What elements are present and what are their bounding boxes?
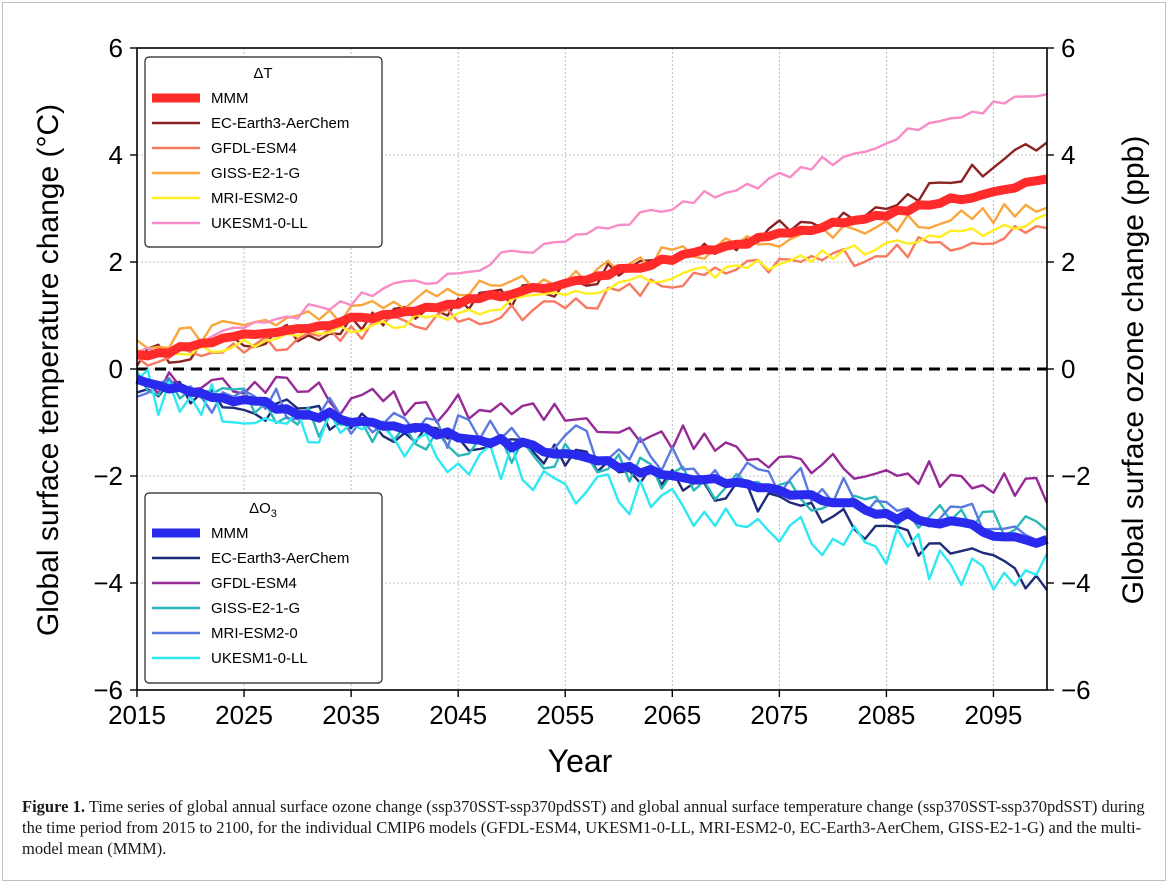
x-tick-label: 2045	[429, 700, 487, 730]
y-left-tick-label: 2	[109, 247, 123, 277]
y-right-tick-label: −2	[1061, 461, 1091, 491]
legend-ozone-title-subscript: 3	[271, 508, 277, 520]
y-left-tick-label: −4	[93, 568, 123, 598]
temp-series-gfdl-esm4	[136, 224, 1048, 367]
figure-caption-text: Time series of global annual surface ozo…	[22, 797, 1145, 858]
ozone-series-mmm	[135, 375, 1049, 548]
legend-temperature-label-mri-esm2-0: MRI-ESM2-0	[211, 190, 298, 207]
y-right-tick-label: 0	[1061, 354, 1075, 384]
y-right-tick-label: 4	[1061, 140, 1075, 170]
y-left-tick-label: 0	[109, 354, 123, 384]
y-right-tick-label: −4	[1061, 568, 1091, 598]
y-left-tick-label: 6	[109, 33, 123, 63]
legend-ozone-label-gfdl-esm4: GFDL-ESM4	[211, 575, 297, 592]
legend-ozone: ΔO3 MMM EC-Earth3-AerChem GFDL-ESM4 GISS-E2…	[144, 492, 383, 684]
legend-ozone-title: ΔO3	[249, 500, 277, 520]
legend-temperature-title: ΔT	[253, 65, 272, 82]
x-tick-label: 2065	[643, 700, 701, 730]
y-right-tick-label: 2	[1061, 247, 1075, 277]
x-tick-label: 2035	[322, 700, 380, 730]
legend-temperature-label-ec-earth3-aerchem: EC-Earth3-AerChem	[211, 115, 349, 132]
y-left-tick-label: −6	[93, 675, 123, 705]
legend-temperature: ΔT MMM EC-Earth3-AerChem GFDL-ESM4 GISS-E2-…	[144, 56, 383, 248]
x-tick-label: 2085	[857, 700, 915, 730]
x-tick-label: 2095	[965, 700, 1023, 730]
legend-ozone-label-ec-earth3-aerchem: EC-Earth3-AerChem	[211, 550, 349, 567]
legend-temperature-label-mmm: MMM	[211, 90, 249, 107]
figure-1-chart: 2015 2025 2035 2045 2055 2065 2075 2085 2095 −6 −6…	[32, 33, 1150, 779]
ozone-series-mri-esm2-0	[136, 377, 1048, 545]
x-axis-label: Year	[548, 743, 613, 779]
y-right-tick-label: 6	[1061, 33, 1075, 63]
y-left-tick-label: 4	[109, 140, 123, 170]
x-tick-label: 2025	[215, 700, 273, 730]
y-right-tick-label: −6	[1061, 675, 1091, 705]
temp-series-ukesm1-0-ll	[136, 93, 1048, 355]
x-tick-label: 2015	[108, 700, 166, 730]
legend-temperature-label-gfdl-esm4: GFDL-ESM4	[211, 140, 297, 157]
ozone-series-gfdl-esm4	[136, 371, 1049, 504]
axis-ticks: 2015 2025 2035 2045 2055 2065 2075 2085 2095 −6 −6…	[93, 33, 1090, 730]
figure-caption: Figure 1. Time series of global annual s…	[22, 796, 1150, 859]
temp-series-mmm	[136, 174, 1048, 361]
figure-label: Figure 1.	[22, 797, 85, 816]
x-tick-label: 2055	[536, 700, 594, 730]
legend-ozone-label-ukesm1-0-ll: UKESM1-0-LL	[211, 650, 308, 667]
legend-ozone-label-mri-esm2-0: MRI-ESM2-0	[211, 625, 298, 642]
legend-ozone-label-giss-e2-1-g: GISS-E2-1-G	[211, 600, 300, 617]
legend-ozone-title-main: ΔO	[249, 500, 271, 517]
series-layer	[135, 93, 1049, 591]
legend-ozone-label-mmm: MMM	[211, 525, 249, 542]
ozone-series-ukesm1-0-ll	[136, 368, 1049, 591]
legend-temperature-label-giss-e2-1-g: GISS-E2-1-G	[211, 165, 300, 182]
y-axis-right-label: Global surface ozone change (ppb)	[1117, 136, 1150, 605]
legend-temperature-label-ukesm1-0-ll: UKESM1-0-LL	[211, 215, 308, 232]
y-axis-left-label: Global surface temperature change (°C)	[32, 104, 65, 636]
y-left-tick-label: −2	[93, 461, 123, 491]
x-tick-label: 2075	[750, 700, 808, 730]
